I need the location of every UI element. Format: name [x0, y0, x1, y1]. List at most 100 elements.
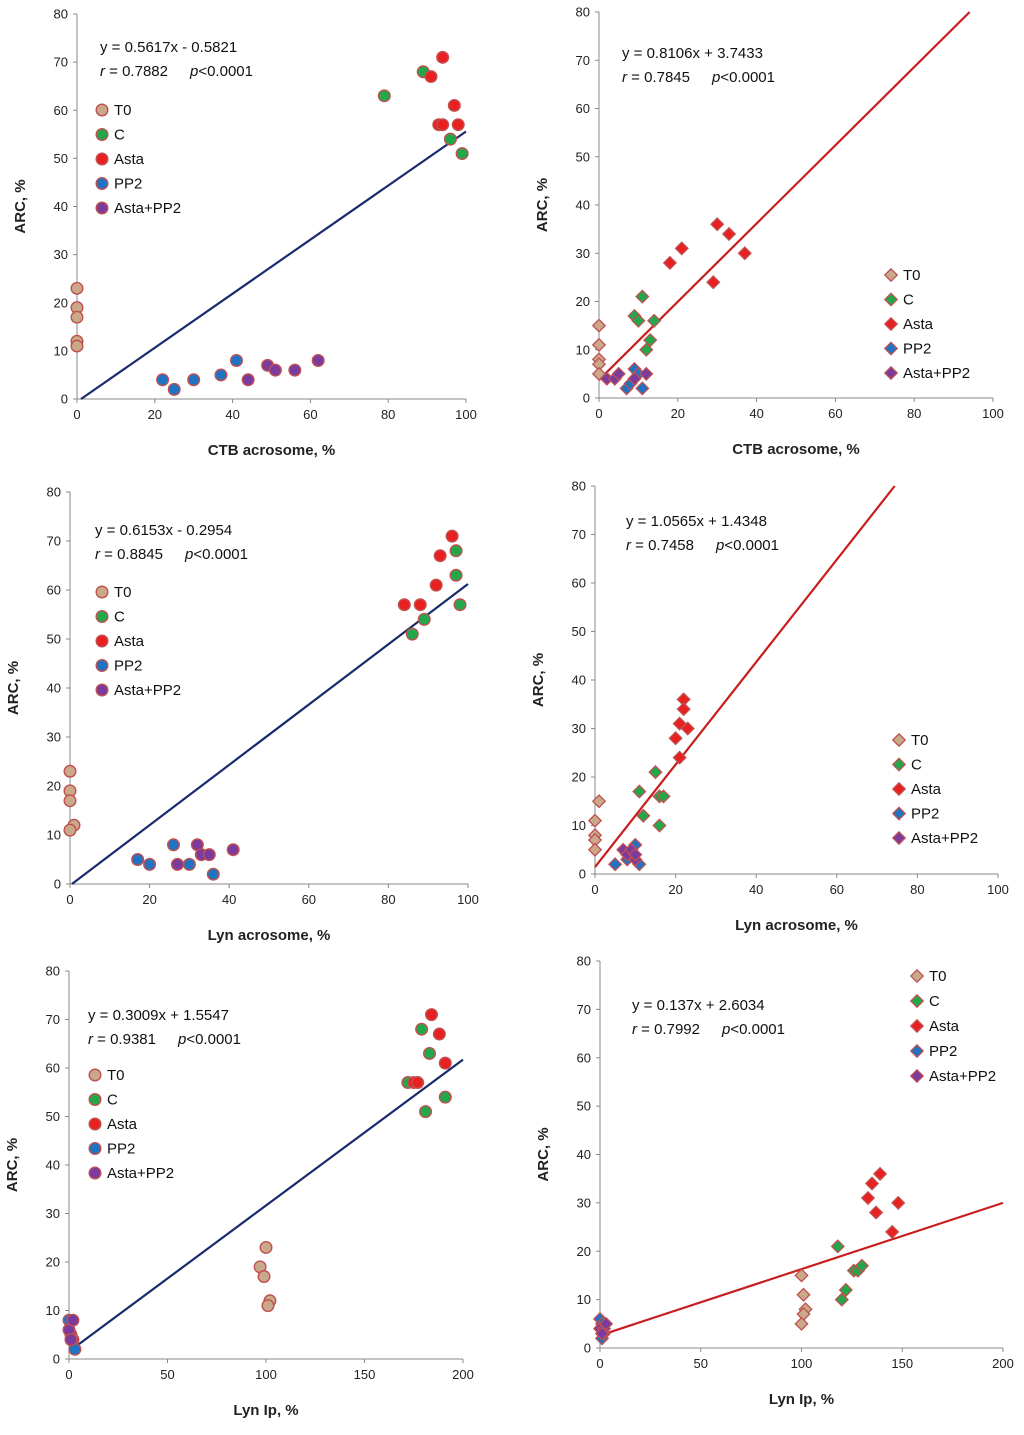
- data-point: [167, 382, 181, 396]
- r-symbol: r: [622, 69, 628, 86]
- y-tick-label: 40: [47, 681, 61, 696]
- data-point: [170, 857, 184, 871]
- data-point: [415, 1022, 429, 1036]
- data-point: [377, 89, 391, 103]
- legend-marker: [909, 1068, 925, 1084]
- p-symbol: p: [715, 537, 724, 554]
- data-point: [794, 1268, 809, 1283]
- legend-label: C: [903, 292, 914, 309]
- y-tick-label: 10: [576, 342, 590, 357]
- data-point: [635, 289, 650, 304]
- y-tick-label: 70: [47, 534, 61, 549]
- r-value: = 0.8845: [100, 546, 163, 563]
- data-point: [672, 750, 687, 765]
- chart-panel-1: 0 10 20 30 40 50 60 70 80 0 20 40 60 80 100 CTB acrosom…: [12, 7, 477, 460]
- data-point: [417, 612, 431, 626]
- legend-marker: [95, 634, 109, 648]
- legend-label: T0: [114, 102, 132, 119]
- x-tick-label: 0: [73, 407, 80, 422]
- p-value: <0.0001: [198, 63, 253, 80]
- data-point: [429, 578, 443, 592]
- series-t0: [70, 281, 84, 353]
- x-tick-label: 80: [910, 882, 924, 897]
- data-point: [648, 765, 663, 780]
- legend-marker: [88, 1166, 102, 1180]
- y-tick-label: 0: [54, 877, 61, 892]
- legend-marker: [88, 1092, 102, 1106]
- legend-marker: [88, 1068, 102, 1082]
- x-axis-title: CTB acrosome, %: [208, 442, 336, 459]
- correlation-stats: r = 0.8845 p<0.0001: [95, 546, 248, 563]
- data-point: [70, 281, 84, 295]
- y-axis-title: ARC, %: [534, 178, 551, 232]
- chart-panel-3: 0 10 20 30 40 50 60 70 80 0 20 40 60 80 100 Lyn acrosom…: [5, 485, 479, 945]
- y-tick-label: 30: [576, 246, 590, 261]
- data-point: [443, 132, 457, 146]
- legend-marker: [95, 610, 109, 624]
- x-tick-label: 80: [907, 406, 921, 421]
- series-asta-pp2: [62, 1313, 80, 1347]
- data-point: [680, 721, 695, 736]
- p-value: <0.0001: [724, 537, 779, 554]
- legend-marker: [909, 993, 925, 1009]
- y-tick-label: 70: [54, 55, 68, 70]
- legend-marker: [95, 585, 109, 599]
- series-asta: [668, 692, 695, 765]
- data-point: [706, 275, 721, 290]
- series-c: [377, 65, 469, 161]
- data-point: [131, 853, 145, 867]
- legend-marker: [95, 659, 109, 673]
- x-tick-label: 200: [452, 1367, 474, 1382]
- legend-marker: [88, 1141, 102, 1155]
- legend-marker: [891, 732, 907, 748]
- x-tick-label: 50: [160, 1367, 174, 1382]
- y-tick-label: 80: [54, 7, 68, 22]
- data-point: [891, 1195, 906, 1210]
- series-asta-pp2: [241, 354, 325, 387]
- x-tick-label: 150: [891, 1356, 913, 1371]
- data-point: [868, 1205, 884, 1220]
- y-tick-label: 10: [46, 1303, 60, 1318]
- data-point: [259, 1240, 273, 1254]
- x-tick-label: 100: [457, 892, 479, 907]
- r-value: = 0.7845: [627, 69, 690, 86]
- y-axis-title: ARC, %: [535, 1127, 552, 1181]
- data-point: [838, 1282, 853, 1298]
- data-point: [598, 1316, 614, 1331]
- data-point: [423, 1046, 437, 1060]
- legend: T0 C Asta PP2 Asta+PP2: [909, 968, 996, 1085]
- data-point: [63, 794, 77, 808]
- x-tick-label: 60: [302, 892, 316, 907]
- legend-label: T0: [911, 732, 929, 749]
- chart-panel-6: 0 10 20 30 40 50 60 70 80 0 50 100 150 200 Lyn Ip, % AR…: [535, 954, 1014, 1409]
- x-tick-label: 100: [982, 406, 1004, 421]
- data-point: [656, 789, 671, 804]
- x-tick-label: 100: [255, 1367, 277, 1382]
- data-point: [587, 842, 603, 857]
- regression-line: [598, 11, 971, 381]
- y-tick-label: 20: [46, 1255, 60, 1270]
- r-value: = 0.7882: [105, 63, 168, 80]
- series-asta: [397, 529, 459, 612]
- regression-equation: y = 0.5617x - 0.5821: [100, 39, 237, 56]
- x-tick-label: 20: [671, 406, 685, 421]
- y-tick-label: 80: [576, 5, 590, 20]
- data-point: [643, 332, 658, 348]
- legend-label: PP2: [929, 1043, 957, 1060]
- x-axis-title: CTB acrosome, %: [732, 441, 860, 458]
- y-tick-label: 30: [54, 247, 68, 262]
- data-point: [587, 813, 603, 828]
- legend-label: T0: [114, 584, 132, 601]
- data-point: [70, 339, 84, 353]
- y-tick-label: 70: [577, 1002, 591, 1017]
- data-point: [639, 342, 654, 357]
- legend-marker: [891, 757, 907, 772]
- p-value: <0.0001: [730, 1021, 785, 1038]
- chart-panel-5: 0 10 20 30 40 50 60 70 80 0 50 100 150 200 Lyn Ip, % AR…: [4, 964, 474, 1420]
- data-point: [411, 1076, 425, 1090]
- x-tick-label: 20: [142, 892, 156, 907]
- legend-marker: [891, 781, 907, 797]
- data-point: [424, 1008, 438, 1022]
- data-point: [445, 529, 459, 543]
- series-t0: [591, 318, 607, 381]
